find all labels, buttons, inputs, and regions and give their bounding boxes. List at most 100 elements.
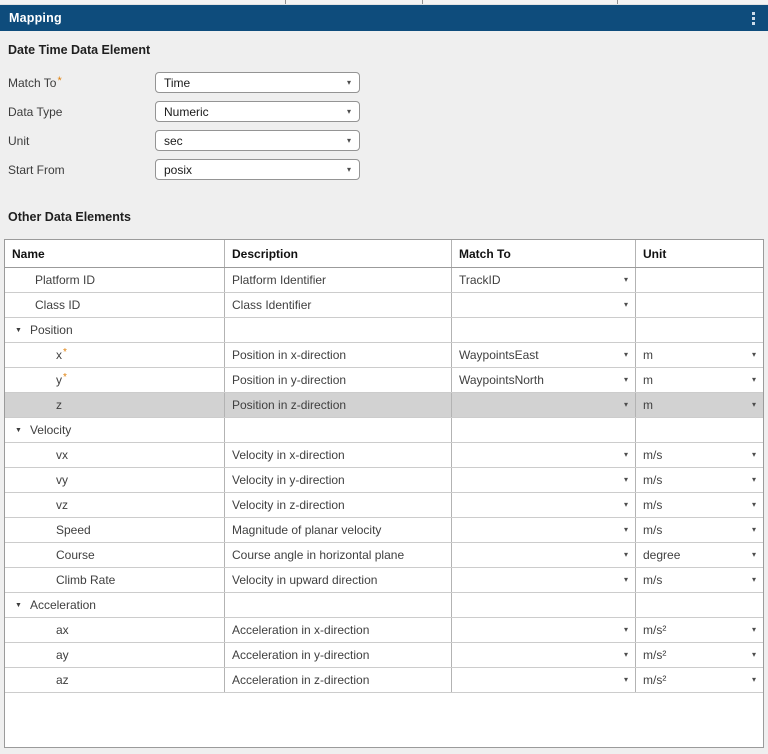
- match-to-dropdown[interactable]: ▾: [451, 443, 635, 467]
- unit-dropdown[interactable]: m ▾: [635, 368, 763, 392]
- unit-dropdown[interactable]: m ▾: [635, 343, 763, 367]
- unit-dropdown[interactable]: ▾: [635, 268, 763, 292]
- row-description: Velocity in x-direction: [232, 448, 345, 462]
- chevron-down-icon: ▾: [751, 550, 756, 559]
- chevron-down-icon: ▾: [623, 550, 628, 559]
- row-name: Course: [56, 548, 95, 562]
- column-resize-tick: [422, 0, 423, 4]
- unit-value: m/s²: [643, 623, 667, 637]
- table-row[interactable]: ▼ vy * Velocity in y-direction ▾ m/s ▾: [5, 468, 763, 493]
- table-group-row[interactable]: ▼ Position * ▾ ▾: [5, 318, 763, 343]
- unit-dropdown[interactable]: m/s² ▾: [635, 668, 763, 692]
- field-dropdown[interactable]: Numeric ▾: [155, 101, 360, 122]
- table-row[interactable]: ▼ Class ID * Class Identifier ▾ ▾: [5, 293, 763, 318]
- row-description: Platform Identifier: [232, 273, 327, 287]
- unit-dropdown[interactable]: ▾: [635, 293, 763, 317]
- match-to-dropdown[interactable]: TrackID ▾: [451, 268, 635, 292]
- field-dropdown[interactable]: Time ▾: [155, 72, 360, 93]
- match-to-dropdown[interactable]: ▾: [451, 493, 635, 517]
- table-row[interactable]: ▼ ax * Acceleration in x-direction ▾ m/s…: [5, 618, 763, 643]
- table-row[interactable]: ▼ Platform ID * Platform Identifier Trac…: [5, 268, 763, 293]
- match-to-dropdown[interactable]: ▾: [451, 393, 635, 417]
- match-to-dropdown[interactable]: ▾: [451, 418, 635, 442]
- table-row[interactable]: ▼ vx * Velocity in x-direction ▾ m/s ▾: [5, 443, 763, 468]
- description-cell: Velocity in z-direction: [224, 493, 451, 517]
- unit-value: m/s: [643, 498, 663, 512]
- unit-dropdown[interactable]: ▾: [635, 418, 763, 442]
- row-description: Acceleration in x-direction: [232, 623, 370, 637]
- datetime-section-heading: Date Time Data Element: [8, 43, 151, 57]
- description-cell: [224, 318, 451, 342]
- row-name: ay: [56, 648, 69, 662]
- table-group-row[interactable]: ▼ Acceleration * ▾ ▾: [5, 593, 763, 618]
- description-cell: Platform Identifier: [224, 268, 451, 292]
- collapse-triangle-icon[interactable]: ▼: [15, 426, 22, 434]
- unit-dropdown[interactable]: degree ▾: [635, 543, 763, 567]
- chevron-down-icon: ▾: [623, 475, 628, 484]
- match-to-dropdown[interactable]: ▾: [451, 643, 635, 667]
- match-to-dropdown[interactable]: WaypointsNorth ▾: [451, 368, 635, 392]
- row-name: z: [56, 398, 62, 412]
- unit-value: m/s: [643, 523, 663, 537]
- collapse-triangle-icon[interactable]: ▼: [15, 326, 22, 334]
- description-cell: Velocity in x-direction: [224, 443, 451, 467]
- unit-dropdown[interactable]: m/s² ▾: [635, 618, 763, 642]
- name-cell: ▼ ay *: [5, 643, 224, 667]
- column-header-match-to: Match To: [451, 240, 635, 267]
- match-to-dropdown[interactable]: ▾: [451, 543, 635, 567]
- field-dropdown[interactable]: sec ▾: [155, 130, 360, 151]
- name-cell: ▼ az *: [5, 668, 224, 692]
- match-to-dropdown[interactable]: ▾: [451, 293, 635, 317]
- table-row[interactable]: ▼ Climb Rate * Velocity in upward direct…: [5, 568, 763, 593]
- name-cell: ▼ y *: [5, 368, 224, 392]
- name-cell: ▼ Course *: [5, 543, 224, 567]
- match-to-dropdown[interactable]: WaypointsEast ▾: [451, 343, 635, 367]
- unit-dropdown[interactable]: ▾: [635, 318, 763, 342]
- unit-dropdown[interactable]: m/s ▾: [635, 493, 763, 517]
- match-to-dropdown[interactable]: ▾: [451, 593, 635, 617]
- name-cell: ▼ vx *: [5, 443, 224, 467]
- unit-dropdown[interactable]: m ▾: [635, 393, 763, 417]
- unit-dropdown[interactable]: m/s ▾: [635, 568, 763, 592]
- chevron-down-icon: ▾: [751, 525, 756, 534]
- collapse-triangle-icon[interactable]: ▼: [15, 601, 22, 609]
- match-to-dropdown[interactable]: ▾: [451, 468, 635, 492]
- table-group-row[interactable]: ▼ Velocity * ▾ ▾: [5, 418, 763, 443]
- table-row[interactable]: ▼ Speed * Magnitude of planar velocity ▾…: [5, 518, 763, 543]
- chevron-down-icon: ▾: [623, 500, 628, 509]
- table-row[interactable]: ▼ x * Position in x-direction WaypointsE…: [5, 343, 763, 368]
- chevron-down-icon: ▾: [623, 300, 628, 309]
- unit-dropdown[interactable]: m/s ▾: [635, 443, 763, 467]
- unit-dropdown[interactable]: m/s ▾: [635, 518, 763, 542]
- table-row[interactable]: ▼ vz * Velocity in z-direction ▾ m/s ▾: [5, 493, 763, 518]
- column-header-unit: Unit: [635, 240, 763, 267]
- row-description: Acceleration in z-direction: [232, 673, 370, 687]
- table-row[interactable]: ▼ z * Position in z-direction ▾ m ▾: [5, 393, 763, 418]
- vertical-ellipsis-icon[interactable]: [748, 9, 759, 28]
- unit-dropdown[interactable]: m/s² ▾: [635, 643, 763, 667]
- row-description: Magnitude of planar velocity: [232, 523, 382, 537]
- table-row[interactable]: ▼ az * Acceleration in z-direction ▾ m/s…: [5, 668, 763, 693]
- row-name: Position: [29, 323, 73, 337]
- chevron-down-icon: ▾: [751, 400, 756, 409]
- match-to-dropdown[interactable]: ▾: [451, 568, 635, 592]
- unit-dropdown[interactable]: m/s ▾: [635, 468, 763, 492]
- form-row: Match To* Time ▾: [4, 68, 764, 97]
- unit-value: m/s: [643, 573, 663, 587]
- description-cell: Velocity in upward direction: [224, 568, 451, 592]
- unit-dropdown[interactable]: ▾: [635, 593, 763, 617]
- match-to-dropdown[interactable]: ▾: [451, 318, 635, 342]
- chevron-down-icon: ▾: [623, 650, 628, 659]
- match-to-dropdown[interactable]: ▾: [451, 618, 635, 642]
- chevron-down-icon: ▾: [751, 675, 756, 684]
- match-to-dropdown[interactable]: ▾: [451, 668, 635, 692]
- match-to-value: TrackID: [459, 273, 501, 287]
- table-row[interactable]: ▼ ay * Acceleration in y-direction ▾ m/s…: [5, 643, 763, 668]
- table-row[interactable]: ▼ Course * Course angle in horizontal pl…: [5, 543, 763, 568]
- row-name: Platform ID: [35, 273, 96, 287]
- table-row[interactable]: ▼ y * Position in y-direction WaypointsN…: [5, 368, 763, 393]
- unit-value: m: [643, 398, 653, 412]
- field-dropdown[interactable]: posix ▾: [155, 159, 360, 180]
- match-to-dropdown[interactable]: ▾: [451, 518, 635, 542]
- chevron-down-icon: ▾: [751, 350, 756, 359]
